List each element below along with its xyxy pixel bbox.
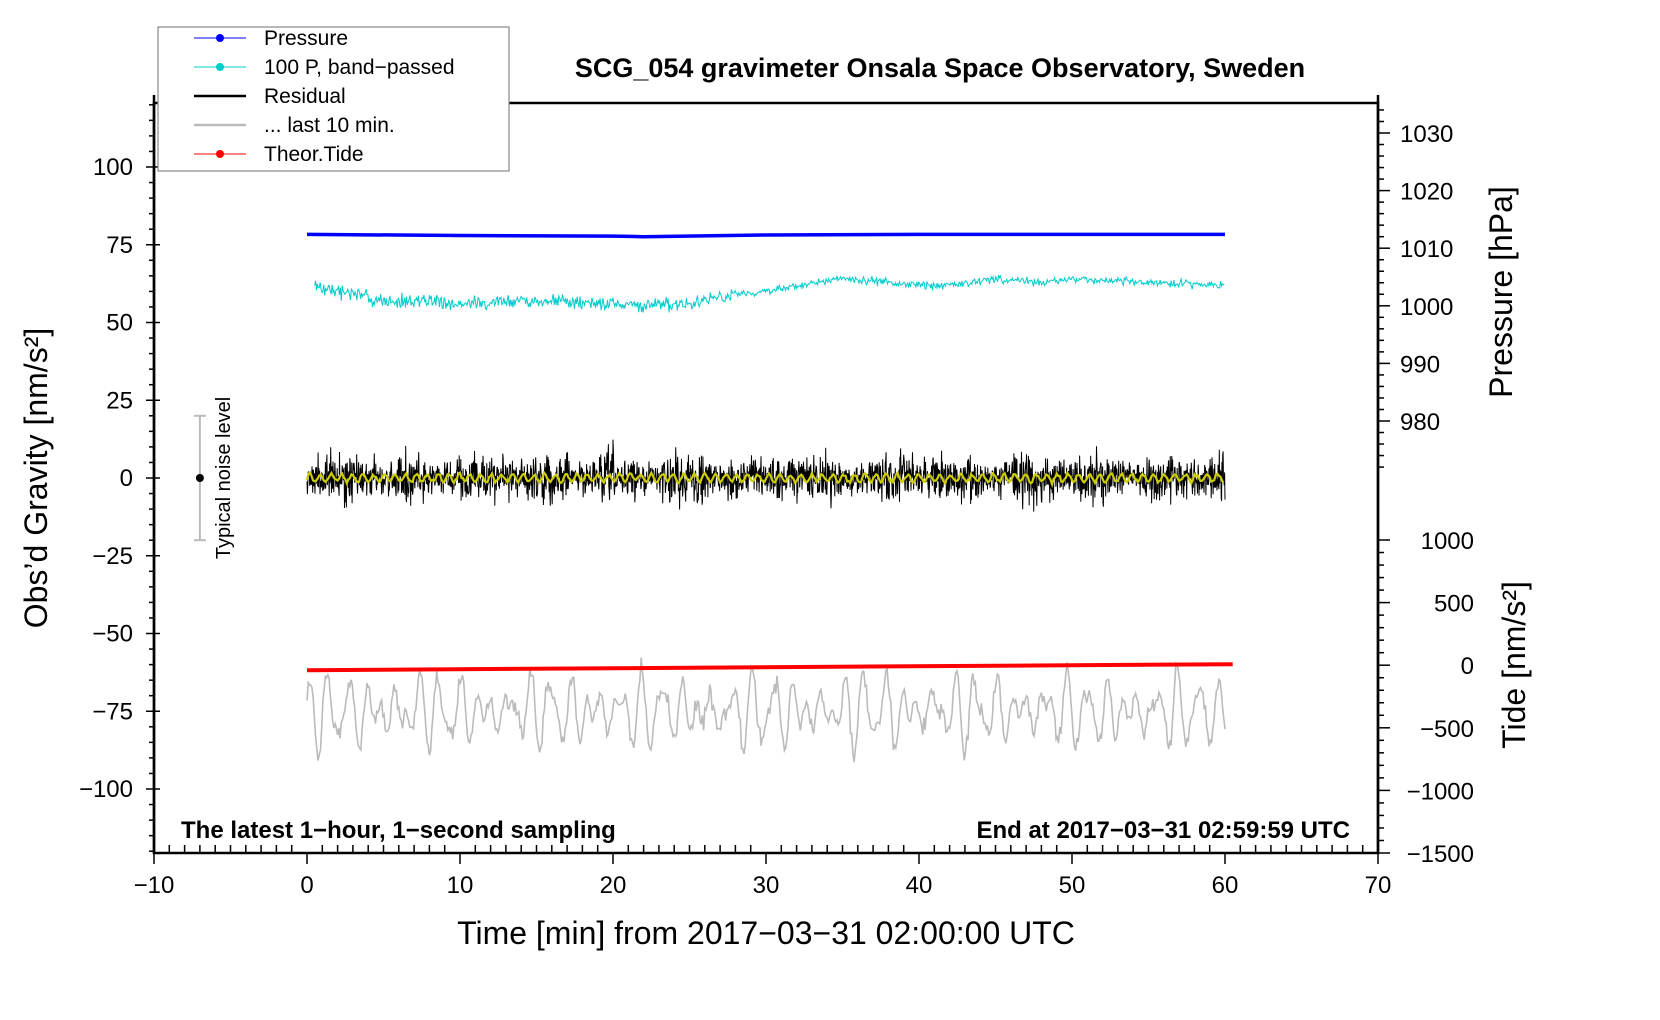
x-tick-label: 20 [600, 872, 627, 899]
x-tick-label: 30 [753, 872, 780, 899]
y-tick-label-tide: −500 [1420, 716, 1474, 743]
legend-marker [216, 34, 224, 42]
series-pressure [306, 232, 1225, 239]
series-pressure-band-passed [314, 274, 1225, 313]
x-tick-label: −10 [134, 872, 175, 899]
legend-label: ... last 10 min. [264, 114, 395, 137]
y-tick-label-pressure: 1000 [1400, 294, 1453, 321]
y-tick-label-tide: −1000 [1407, 778, 1474, 805]
legend-label: Theor.Tide [264, 143, 364, 166]
legend: Pressure 100 P, band−passed Residual ... la… [157, 26, 510, 172]
y-tick-label-tide: 500 [1434, 591, 1474, 618]
x-tick-label: 0 [300, 872, 313, 899]
plot-series [305, 232, 1233, 763]
y-tick-label-pressure: 980 [1400, 409, 1440, 436]
axes: −10 0 10 20 30 40 50 60 701007550250−25−50−75−10… [79, 95, 1474, 899]
legend-label: 100 P, band−passed [264, 56, 455, 79]
y-tick-label-tide: −1500 [1407, 841, 1474, 868]
x-tick-label: 10 [447, 872, 474, 899]
legend-marker [216, 150, 224, 158]
legend-box [157, 26, 510, 172]
x-tick-label: 40 [906, 872, 933, 899]
series-residual-smoothed [305, 470, 1225, 489]
y-tick-label-pressure: 1030 [1400, 121, 1453, 148]
x-axis-label: Time [min] from 2017−03−31 02:00:00 UTC [457, 915, 1075, 951]
y-tick-label-pressure: 1010 [1400, 236, 1453, 263]
legend-label: Residual [264, 85, 346, 108]
y-axis-label-left: Obs’d Gravity [nm/s²] [18, 328, 54, 629]
noise-bar-center-dot [195, 474, 204, 482]
chart-title: SCG_054 gravimeter Onsala Space Observat… [575, 53, 1305, 83]
y-tick-label-left: 25 [106, 387, 133, 414]
y-tick-label-left: −100 [79, 776, 133, 803]
legend-label: Pressure [264, 27, 348, 50]
y-tick-label-left: −75 [92, 698, 133, 725]
x-tick-label: 60 [1212, 872, 1239, 899]
y-tick-label-pressure: 1020 [1400, 179, 1453, 206]
y-tick-label-left: −25 [92, 543, 133, 570]
y-tick-label-pressure: 990 [1400, 351, 1440, 378]
x-tick-label: 50 [1059, 872, 1086, 899]
y-tick-label-left: 0 [120, 465, 133, 492]
y-tick-label-tide: 1000 [1421, 528, 1474, 555]
annotation-end-time: End at 2017−03−31 02:59:59 UTC [976, 817, 1350, 844]
y-tick-label-left: −50 [92, 621, 133, 648]
series-theoretical-tide [306, 662, 1233, 673]
y-axis-label-tide: Tide [nm/s²] [1496, 581, 1532, 749]
y-tick-label-left: 75 [106, 232, 133, 259]
noise-level-label: Typical noise level [213, 397, 235, 559]
y-axis-label-pressure: Pressure [hPa] [1483, 186, 1519, 398]
y-tick-label-tide: 0 [1461, 653, 1474, 680]
noise-level-bar [193, 414, 206, 542]
series-last-10-min [306, 657, 1226, 763]
x-tick-label: 70 [1365, 872, 1392, 899]
legend-marker [216, 63, 224, 71]
y-tick-label-left: 100 [93, 154, 133, 181]
annotation-sampling: The latest 1−hour, 1−second sampling [181, 817, 616, 844]
y-tick-label-left: 50 [106, 310, 133, 337]
